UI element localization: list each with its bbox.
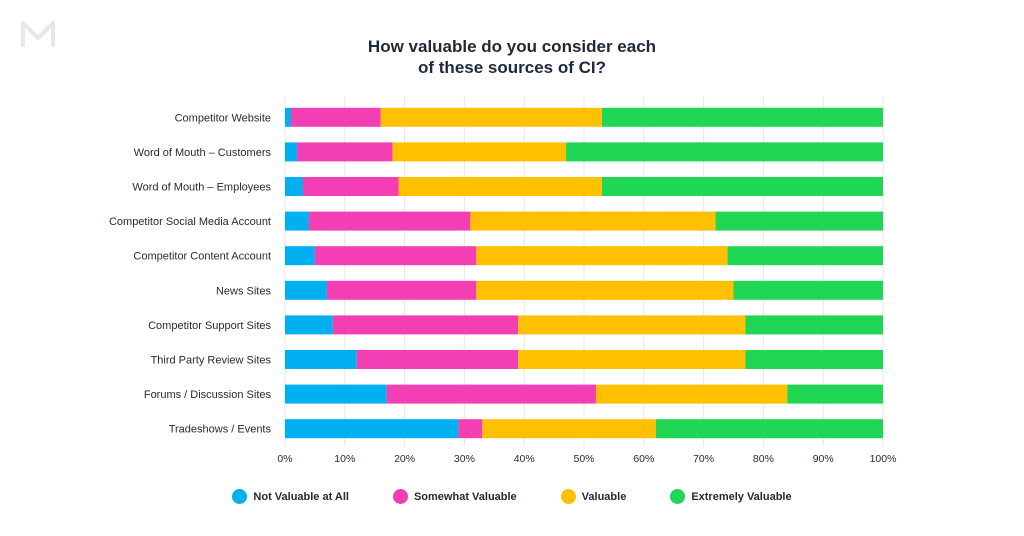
chart-title-line-1: How valuable do you consider each — [367, 37, 657, 56]
legend-label: Somewhat Valuable — [413, 490, 517, 503]
bar-segment — [518, 315, 746, 335]
bar-segment — [380, 107, 602, 127]
bar-segment — [392, 142, 567, 162]
x-tick-label: 40% — [514, 453, 535, 465]
company-logo-icon — [21, 21, 55, 47]
bar-segment — [290, 107, 381, 127]
category-label: News Sites — [216, 285, 272, 297]
bar-segment — [566, 142, 883, 162]
bar-segment — [285, 246, 315, 266]
bar-segment — [285, 177, 303, 196]
category-label: Third Party Review Sites — [151, 355, 272, 367]
bar-segment — [332, 315, 519, 335]
legend-item: Not Valuable at All — [232, 489, 349, 504]
category-label: Forums / Discussion Sites — [144, 389, 272, 401]
x-tick-label: 20% — [394, 453, 415, 465]
bar-segment — [398, 177, 602, 196]
x-tick-label: 10% — [334, 453, 355, 465]
legend-swatch — [560, 489, 576, 504]
bar-segment — [326, 280, 477, 300]
bar-segment — [470, 211, 716, 231]
x-tick-label: 0% — [277, 453, 292, 465]
bar-segment — [745, 315, 883, 335]
bar-segment — [285, 280, 327, 300]
x-tick-label: 60% — [633, 453, 654, 465]
legend-swatch — [392, 489, 408, 504]
bar-segment — [386, 384, 596, 404]
x-tick-label: 80% — [753, 453, 774, 465]
legend-item: Somewhat Valuable — [392, 489, 517, 504]
chart-title-line-2: of these sources of CI? — [418, 58, 606, 77]
legend-label: Not Valuable at All — [253, 490, 349, 503]
legend-swatch — [232, 489, 248, 504]
category-label: Competitor Content Account — [133, 251, 271, 263]
bar-segment — [601, 107, 883, 127]
category-label: Tradeshows / Events — [169, 424, 272, 436]
x-tick-label: 90% — [813, 453, 834, 465]
bar-segment — [482, 419, 656, 439]
bar-segment — [476, 246, 728, 266]
bar-segment — [308, 211, 471, 231]
bar-segment — [356, 350, 519, 369]
legend-swatch — [670, 489, 686, 504]
legend-item: Valuable — [560, 489, 627, 504]
bar-segment — [285, 384, 387, 404]
category-label: Word of Mouth – Employees — [132, 182, 271, 194]
legend-label: Valuable — [581, 490, 627, 503]
bar-segment — [715, 211, 883, 231]
bar-segment — [285, 419, 459, 439]
bar-segment — [458, 419, 483, 439]
bar-segment — [285, 350, 357, 369]
category-label: Competitor Website — [175, 112, 271, 124]
bar-segment — [314, 246, 477, 266]
bar-segment — [302, 177, 399, 196]
bar-segment — [285, 107, 291, 127]
bar-segment — [601, 177, 883, 196]
bar-segment — [285, 142, 297, 162]
category-label: Competitor Support Sites — [148, 320, 271, 332]
x-tick-label: 50% — [573, 453, 594, 465]
bar-segment — [595, 384, 788, 404]
legend-label: Extremely Valuable — [691, 490, 792, 503]
bar-segment — [655, 419, 883, 439]
x-tick-label: 30% — [454, 453, 475, 465]
x-tick-label: 100% — [870, 453, 897, 465]
category-label: Competitor Social Media Account — [109, 216, 271, 228]
bar-segment — [733, 280, 883, 300]
chart-legend: Not Valuable at All Somewhat Valuable Valu… — [0, 489, 1024, 504]
bar-segment — [476, 280, 734, 300]
bar-segment — [745, 350, 883, 369]
bar-segment — [518, 350, 746, 369]
bar-segment — [787, 384, 883, 404]
bar-segment — [296, 142, 393, 162]
category-label: Word of Mouth – Customers — [134, 147, 272, 159]
bar-segment — [285, 315, 333, 335]
legend-item: Extremely Valuable — [670, 489, 792, 504]
bar-segment — [285, 211, 309, 231]
chart-title: How valuable do you consider each of the… — [0, 36, 1024, 78]
bar-segment — [727, 246, 883, 266]
x-tick-label: 70% — [693, 453, 714, 465]
